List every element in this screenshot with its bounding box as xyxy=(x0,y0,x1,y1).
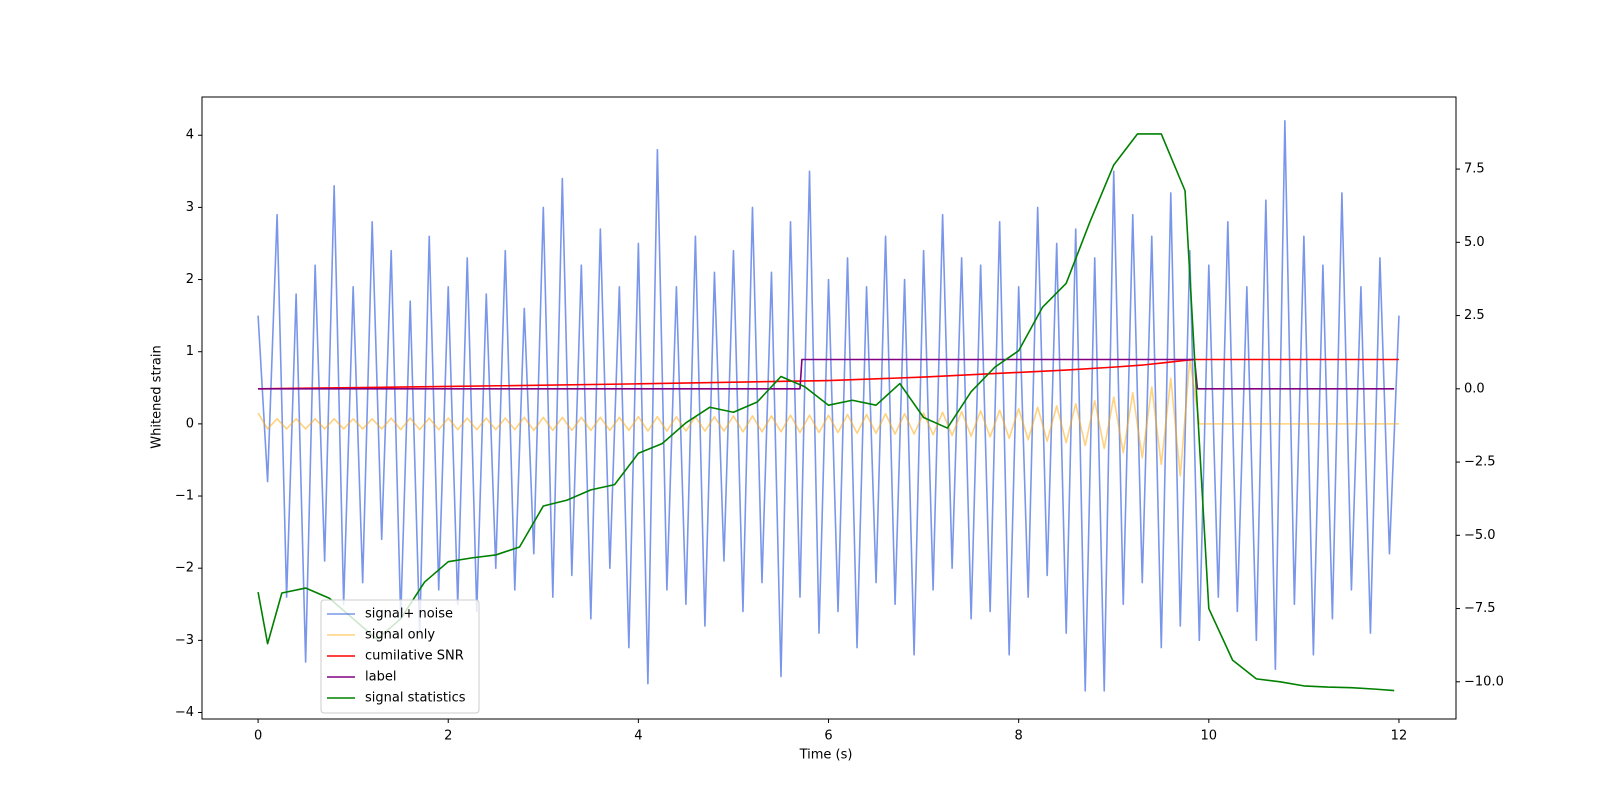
x-tick-label: 6 xyxy=(824,729,832,744)
y-tick-label: −1 xyxy=(175,489,194,504)
y2-tick-label: −2.5 xyxy=(1464,455,1496,470)
y2-tick-label: 0.0 xyxy=(1464,381,1485,396)
x-axis-label: Time (s) xyxy=(799,748,853,763)
series-line xyxy=(257,133,1395,692)
y2-tick-label: 5.0 xyxy=(1464,235,1485,250)
y2-tick-label: −5.0 xyxy=(1464,528,1496,543)
x-tick-label: 0 xyxy=(254,729,262,744)
legend-label: signal+ noise xyxy=(365,607,453,622)
series-line xyxy=(258,358,1395,390)
y2-tick-label: 7.5 xyxy=(1464,162,1485,177)
y2-tick-label: −7.5 xyxy=(1464,601,1496,616)
legend-label: signal only xyxy=(365,628,435,643)
y-tick-label: 0 xyxy=(186,416,194,431)
legend-label: signal statistics xyxy=(365,691,466,706)
legend-label: label xyxy=(365,670,396,685)
y-tick-label: −2 xyxy=(175,561,194,576)
series-line xyxy=(257,120,1400,692)
series-line xyxy=(258,358,1399,390)
x-tick-label: 10 xyxy=(1201,729,1218,744)
x-tick-label: 4 xyxy=(634,729,642,744)
series-line xyxy=(257,358,1399,477)
y2-tick-label: −10.0 xyxy=(1464,674,1504,689)
y2-tick-label: 2.5 xyxy=(1464,308,1485,323)
y-tick-label: −3 xyxy=(175,633,194,648)
legend-box xyxy=(320,599,480,714)
y-tick-label: 2 xyxy=(186,272,194,287)
legend-label: cumilative SNR xyxy=(365,649,464,664)
y-axis-label: Whitened strain xyxy=(150,345,165,448)
plot-area xyxy=(257,120,1400,692)
y-tick-label: −4 xyxy=(175,705,194,720)
y-tick-label: 3 xyxy=(186,200,194,215)
x-tick-label: 2 xyxy=(444,729,452,744)
y-tick-label: 4 xyxy=(186,128,194,143)
x-tick-label: 12 xyxy=(1391,729,1408,744)
y-tick-label: 1 xyxy=(186,344,194,359)
x-tick-label: 8 xyxy=(1015,729,1023,744)
